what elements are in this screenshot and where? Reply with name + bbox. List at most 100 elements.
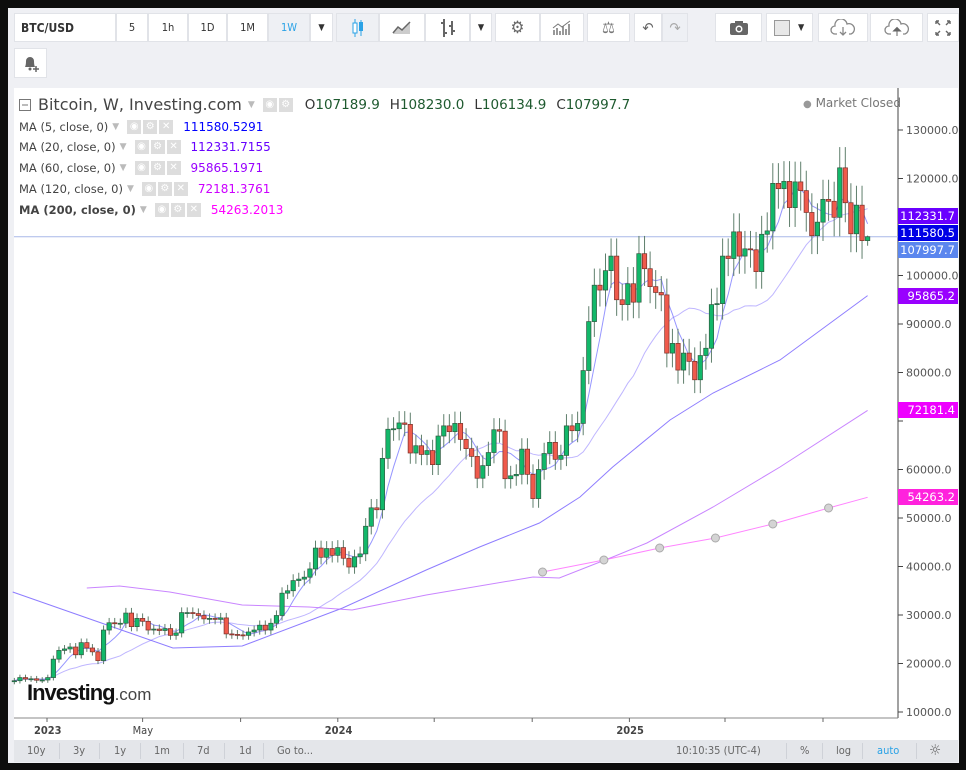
gear-icon[interactable]: ⚙ <box>150 161 165 175</box>
redo-button[interactable]: ↷ <box>662 13 688 42</box>
fullscreen-button[interactable] <box>927 13 959 42</box>
candle <box>112 617 118 629</box>
interval-1w[interactable]: 1W <box>268 13 310 42</box>
eye-icon[interactable]: ◉ <box>141 182 156 196</box>
percent-scale-toggle[interactable]: % <box>800 744 810 757</box>
indicators-button[interactable] <box>540 13 584 42</box>
chevron-down-icon[interactable]: ▼ <box>119 163 127 173</box>
candle-body <box>575 423 581 432</box>
log-scale-toggle[interactable]: log <box>836 744 852 757</box>
eye-icon[interactable]: ◉ <box>134 161 149 175</box>
candle-body <box>296 578 302 581</box>
area-chart-button[interactable] <box>379 13 425 42</box>
gear-icon[interactable]: ⚙ <box>150 140 165 154</box>
candlestick-icon <box>352 18 363 37</box>
chevron-down-icon[interactable]: ▼ <box>247 99 255 110</box>
candle-body <box>502 430 508 480</box>
candle <box>301 570 307 586</box>
candle <box>519 438 525 485</box>
screenshot-button[interactable] <box>715 13 762 42</box>
close-icon[interactable]: ✕ <box>186 203 201 217</box>
candle <box>28 675 34 682</box>
candle-body <box>101 629 107 661</box>
gear-icon[interactable]: ⚙ <box>143 120 158 134</box>
interval-dropdown[interactable]: ▼ <box>310 13 333 42</box>
high-value: 108230.0 <box>399 96 465 113</box>
close-icon[interactable]: ✕ <box>159 120 174 134</box>
range-1d[interactable]: 1d <box>239 744 252 757</box>
candle-body <box>379 457 385 511</box>
candle-body <box>61 648 68 651</box>
indicator-label: MA (60, close, 0) <box>19 161 116 175</box>
bar-chart-button[interactable] <box>425 13 470 42</box>
candle-body <box>307 568 313 578</box>
divider <box>822 743 823 759</box>
indicator-row: MA (20, close, 0) ▼ ◉ ⚙ ✕ 112331.7155 <box>19 140 271 154</box>
eye-icon[interactable]: ◉ <box>154 203 169 217</box>
settings-button[interactable]: ⚙ <box>495 13 540 42</box>
range-7d[interactable]: 7d <box>197 744 210 757</box>
eye-icon[interactable]: ◉ <box>262 97 277 112</box>
collapse-legend-icon[interactable] <box>19 98 31 111</box>
gear-icon[interactable]: ⚙ <box>278 97 293 112</box>
undo-button[interactable]: ↶ <box>634 13 662 42</box>
candle <box>407 412 413 464</box>
range-1y[interactable]: 1y <box>114 744 127 757</box>
candle-body <box>820 199 826 223</box>
compare-button[interactable]: ⚖ <box>587 13 630 42</box>
close-icon[interactable]: ✕ <box>173 182 188 196</box>
close-icon[interactable]: ✕ <box>166 161 181 175</box>
chart-type-dropdown[interactable]: ▼ <box>470 13 492 42</box>
range-10y[interactable]: 10y <box>27 744 46 757</box>
interval-1d[interactable]: 1D <box>188 13 227 42</box>
load-chart-button[interactable] <box>818 13 868 42</box>
candle-body <box>602 270 609 291</box>
symbol-field[interactable]: BTC/USD <box>14 13 116 42</box>
goto-button[interactable]: Go to... <box>277 744 314 757</box>
interval-1h[interactable]: 1h <box>148 13 188 42</box>
price-tick-label: 20000.0 <box>906 658 952 671</box>
gear-icon[interactable]: ⚙ <box>157 182 172 196</box>
chevron-down-icon[interactable]: ▼ <box>119 142 127 152</box>
candle <box>647 251 653 304</box>
candlestick-button[interactable] <box>336 13 379 42</box>
close-icon[interactable]: ✕ <box>166 140 181 154</box>
candle-body <box>106 622 112 631</box>
candle <box>759 215 765 289</box>
candle <box>619 283 625 321</box>
chevron-down-icon[interactable]: ▼ <box>139 205 147 215</box>
auto-scale-toggle[interactable]: auto <box>877 744 900 757</box>
indicator-value: 112331.7155 <box>190 140 271 154</box>
candle <box>218 612 224 625</box>
candle <box>318 540 324 565</box>
color-button[interactable]: ▼ <box>766 13 813 42</box>
add-alert-button[interactable] <box>14 48 47 78</box>
candle <box>859 185 865 259</box>
range-1m[interactable]: 1m <box>154 744 170 757</box>
close-value: 107997.7 <box>565 96 631 113</box>
candle <box>145 616 151 635</box>
candle <box>95 648 101 665</box>
interval-1m[interactable]: 1M <box>227 13 268 42</box>
eye-icon[interactable]: ◉ <box>127 120 142 134</box>
chevron-down-icon[interactable]: ▼ <box>112 122 120 132</box>
time-tick-label: 2023 <box>34 724 62 737</box>
interval-5[interactable]: 5 <box>116 13 148 42</box>
candle-body <box>474 456 480 479</box>
candle-body <box>524 448 530 475</box>
candle <box>346 551 352 574</box>
candle <box>820 179 826 241</box>
gear-icon[interactable]: ⚙ <box>170 203 185 217</box>
candle <box>552 431 558 470</box>
price-tick-label: 120000.0 <box>906 173 959 186</box>
save-chart-button[interactable] <box>870 13 923 42</box>
ma-200-line <box>542 496 868 573</box>
range-3y[interactable]: 3y <box>73 744 86 757</box>
eye-icon[interactable]: ◉ <box>134 140 149 154</box>
candle <box>630 267 636 319</box>
chevron-down-icon[interactable]: ▼ <box>126 184 134 194</box>
sun-icon[interactable]: ☼ <box>929 741 942 759</box>
price-tag: 54263.2 <box>898 489 958 505</box>
candle-body <box>669 343 675 354</box>
